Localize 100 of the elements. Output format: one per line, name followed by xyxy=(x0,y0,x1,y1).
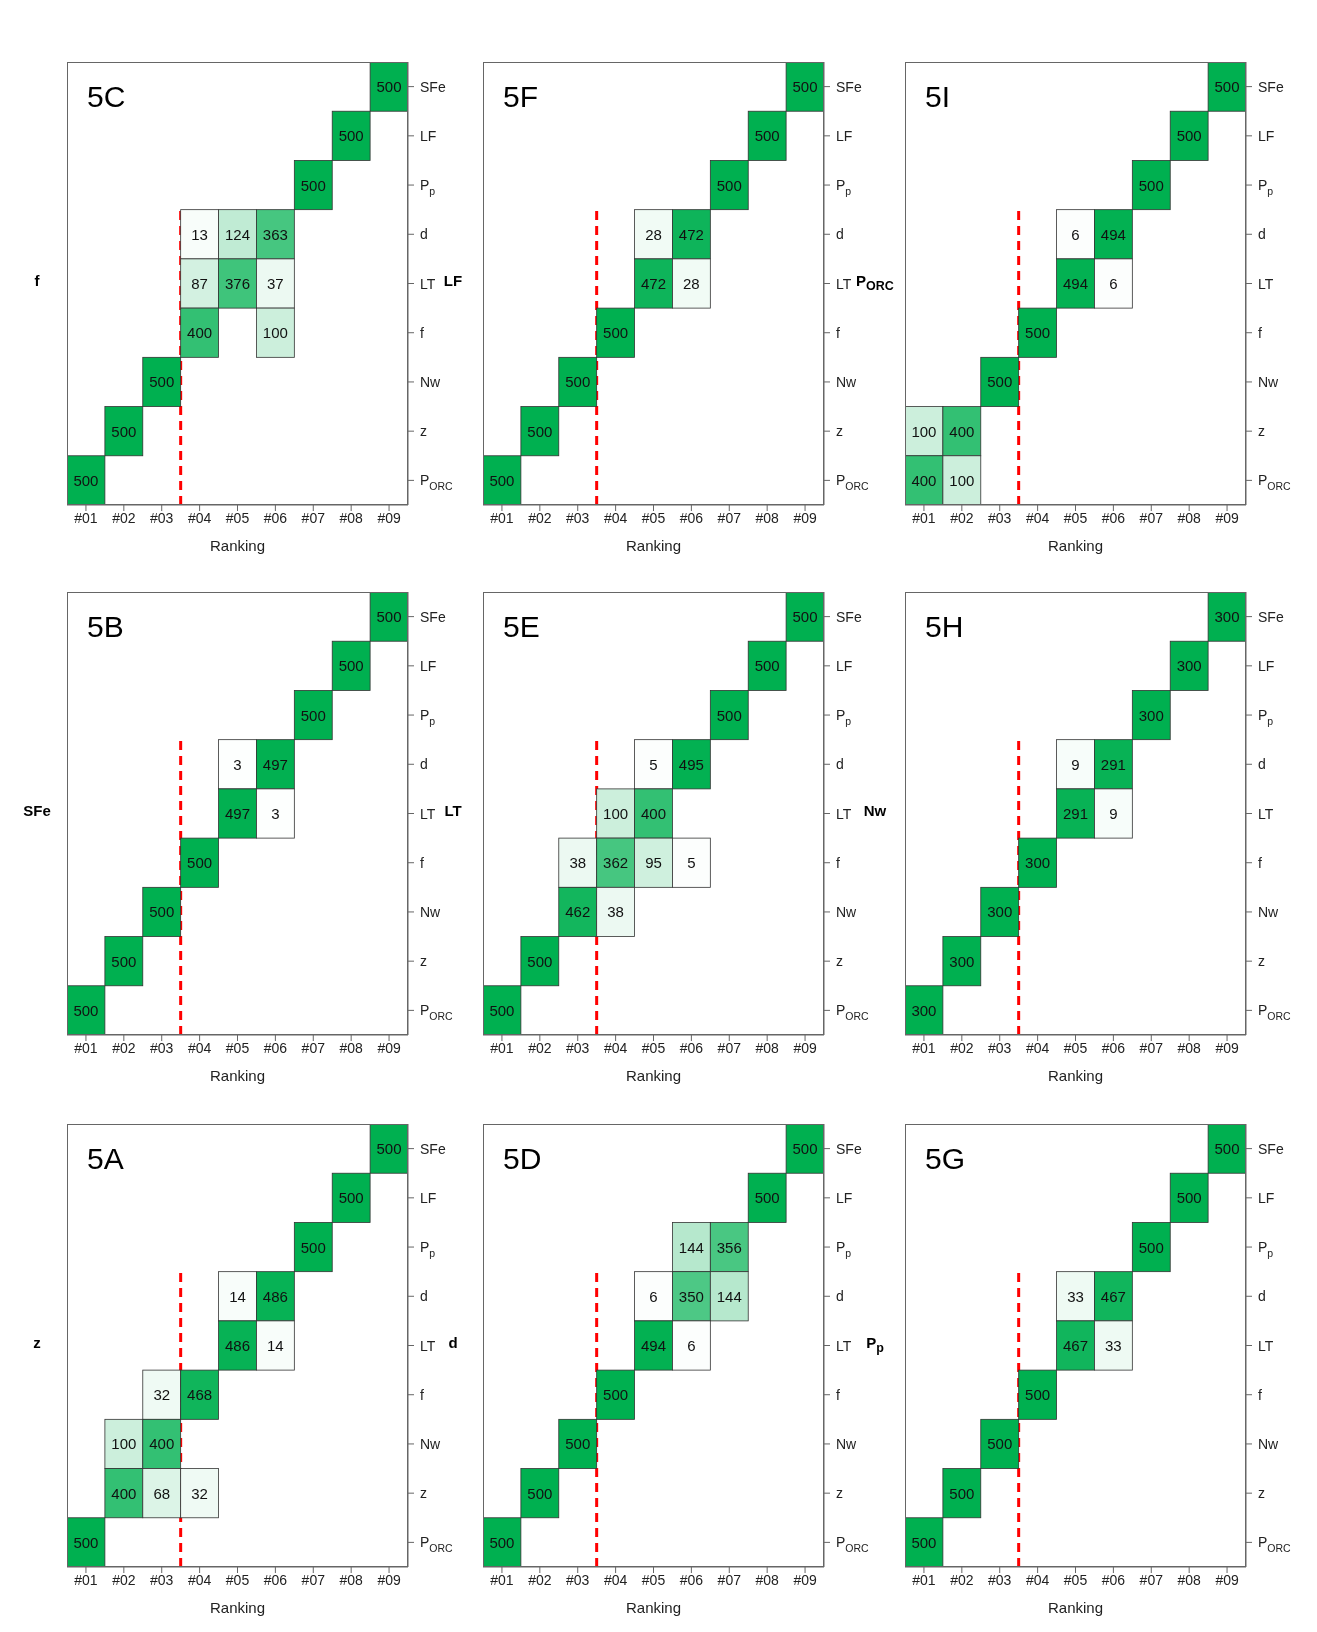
data-label: 38 xyxy=(569,854,587,872)
data-label: 32 xyxy=(153,1386,171,1404)
x-tick-label: #05 xyxy=(641,1571,666,1588)
data-label: 500 xyxy=(376,1140,402,1158)
data-label: 5 xyxy=(649,755,658,773)
x-tick-label: #01 xyxy=(490,1571,514,1588)
data-label: 500 xyxy=(1176,1189,1202,1207)
data-label: 500 xyxy=(754,1189,780,1207)
x-tick-label: #05 xyxy=(225,509,250,526)
y-tick-label: Nw xyxy=(836,1435,858,1452)
data-label: 500 xyxy=(754,657,780,675)
y-tick-label: P$_{p}$ xyxy=(1258,177,1274,198)
data-label: 500 xyxy=(911,1533,937,1551)
x-tick-label: #06 xyxy=(263,509,288,526)
annotation: 5C xyxy=(87,80,126,114)
data-label: 500 xyxy=(1025,324,1051,342)
x-tick-label: #04 xyxy=(603,509,628,526)
y-tick-label: P$_{ORC}$ xyxy=(1258,1002,1292,1023)
data-label: 494 xyxy=(640,1337,667,1354)
x-tick-label: #03 xyxy=(988,1571,1012,1588)
y-tick-label: d xyxy=(836,226,844,243)
annotation: 5A xyxy=(87,1142,124,1176)
x-axis-title: Ranking xyxy=(209,1599,266,1616)
y-tick-label: LT xyxy=(1258,1337,1274,1354)
data-label: 300 xyxy=(1214,608,1240,626)
y-tick-label: P$_{p}$ xyxy=(1258,707,1274,728)
x-tick-label: #02 xyxy=(112,509,136,526)
x-tick-label: #08 xyxy=(339,1571,364,1588)
data-label: 500 xyxy=(300,1238,326,1256)
annotation: 5G xyxy=(925,1142,966,1176)
x-tick-label: #07 xyxy=(717,1039,742,1056)
data-label: 291 xyxy=(1062,805,1089,822)
data-label: 3 xyxy=(233,755,242,773)
data-label: 500 xyxy=(1214,1140,1240,1158)
y-tick-label: P$_{p}$ xyxy=(836,1239,852,1260)
data-label: 144 xyxy=(678,1238,704,1256)
y-tick-label: d xyxy=(1258,756,1266,773)
data-label: 500 xyxy=(987,373,1013,391)
y-tick-label: f xyxy=(420,1386,424,1403)
data-label: 144 xyxy=(716,1287,742,1305)
data-label: 300 xyxy=(1025,854,1051,872)
data-label: 100 xyxy=(111,1435,137,1453)
data-label: 33 xyxy=(1067,1287,1084,1305)
x-tick-label: #02 xyxy=(950,1571,974,1588)
x-tick-label: #03 xyxy=(988,509,1012,526)
data-label: 467 xyxy=(1062,1337,1089,1354)
data-label: 500 xyxy=(73,1001,99,1019)
data-label: 500 xyxy=(603,1386,629,1404)
x-tick-label: #02 xyxy=(528,509,552,526)
data-label: 14 xyxy=(267,1337,284,1354)
x-tick-label: #07 xyxy=(1139,1571,1164,1588)
y-tick-label: d xyxy=(836,1288,844,1305)
data-label: 37 xyxy=(267,275,284,292)
data-label: 400 xyxy=(949,422,975,440)
data-label: 500 xyxy=(949,1484,975,1502)
x-tick-label: #06 xyxy=(679,1039,704,1056)
x-axis-title: Ranking xyxy=(625,1067,682,1084)
y-tick-label: LF xyxy=(420,1189,437,1206)
data-label: 13 xyxy=(191,225,208,243)
data-label: 6 xyxy=(1071,225,1080,243)
y-tick-label: z xyxy=(836,1485,843,1502)
y-tick-label: P$_{p}$ xyxy=(420,177,436,198)
data-label: 6 xyxy=(649,1287,658,1305)
data-label: 5 xyxy=(687,854,696,872)
data-label: 300 xyxy=(1176,657,1202,675)
x-tick-label: #01 xyxy=(490,509,514,526)
x-tick-label: #06 xyxy=(1101,1039,1126,1056)
y-tick-label: P$_{p}$ xyxy=(420,1239,436,1260)
annotation: 5B xyxy=(87,610,124,644)
data-label: 500 xyxy=(338,127,364,145)
x-tick-label: #02 xyxy=(950,1039,974,1056)
y-tick-label: Nw xyxy=(420,1435,442,1452)
y-tick-label: SFe xyxy=(836,1140,862,1157)
y-tick-label: P$_{p}$ xyxy=(836,707,852,728)
data-label: 500 xyxy=(376,78,402,96)
y-tick-label: LF xyxy=(1258,657,1275,674)
x-tick-label: #08 xyxy=(1177,1571,1202,1588)
y-tick-label: LF xyxy=(836,127,853,144)
data-label: 356 xyxy=(716,1238,742,1256)
x-tick-label: #04 xyxy=(603,1571,628,1588)
data-label: 400 xyxy=(111,1484,137,1502)
x-axis-title: Ranking xyxy=(625,537,682,554)
x-tick-label: #07 xyxy=(1139,1039,1164,1056)
x-tick-label: #06 xyxy=(679,509,704,526)
data-label: 500 xyxy=(716,706,742,724)
data-label: 38 xyxy=(607,903,624,921)
y-tick-label: LF xyxy=(1258,127,1275,144)
y-tick-label: LF xyxy=(420,127,437,144)
data-label: 100 xyxy=(262,324,288,342)
data-label: 500 xyxy=(338,1189,364,1207)
x-tick-label: #04 xyxy=(1025,509,1050,526)
data-label: 376 xyxy=(224,275,251,292)
x-tick-label: #05 xyxy=(225,1039,250,1056)
data-label: 87 xyxy=(191,275,208,292)
data-label: 472 xyxy=(678,225,704,243)
y-tick-label: z xyxy=(836,953,843,970)
x-tick-label: #01 xyxy=(74,1039,98,1056)
y-tick-label: Nw xyxy=(836,903,858,920)
x-tick-label: #05 xyxy=(1063,1571,1088,1588)
x-tick-label: #01 xyxy=(74,509,98,526)
